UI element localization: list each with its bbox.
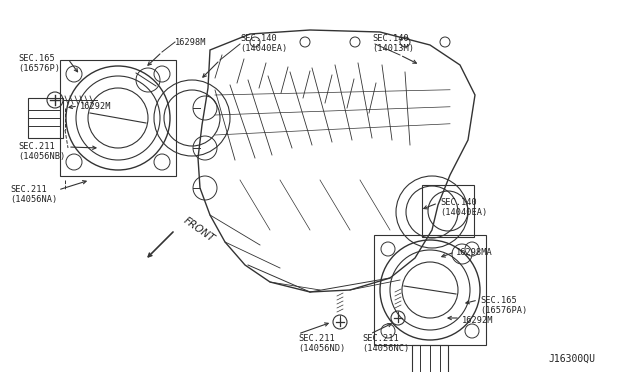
Text: 16292M: 16292M xyxy=(462,316,493,325)
Text: FRONT: FRONT xyxy=(182,216,217,244)
Text: (14056NB): (14056NB) xyxy=(18,152,65,161)
Text: SEC.140: SEC.140 xyxy=(240,34,276,43)
Text: (14040EA): (14040EA) xyxy=(440,208,487,217)
Text: J16300QU: J16300QU xyxy=(548,354,595,364)
Text: 16298M: 16298M xyxy=(175,38,207,47)
Text: 16292M: 16292M xyxy=(80,102,111,111)
Text: 16298MA: 16298MA xyxy=(456,248,493,257)
Bar xyxy=(374,235,486,345)
Bar xyxy=(28,98,63,138)
Text: (14056ND): (14056ND) xyxy=(298,344,345,353)
Text: SEC.211: SEC.211 xyxy=(298,334,335,343)
Text: SEC.211: SEC.211 xyxy=(362,334,399,343)
Text: (14056NA): (14056NA) xyxy=(10,195,57,204)
Text: (14013M): (14013M) xyxy=(372,44,414,53)
Bar xyxy=(422,185,474,237)
Text: SEC.165: SEC.165 xyxy=(18,54,55,63)
Bar xyxy=(60,60,176,176)
Text: SEC.211: SEC.211 xyxy=(10,185,47,194)
Text: (16576P): (16576P) xyxy=(18,64,60,73)
Text: SEC.165: SEC.165 xyxy=(480,296,516,305)
Text: SEC.140: SEC.140 xyxy=(372,34,409,43)
Text: SEC.140: SEC.140 xyxy=(440,198,477,207)
Text: SEC.211: SEC.211 xyxy=(18,142,55,151)
Bar xyxy=(412,345,448,372)
Text: (16576PA): (16576PA) xyxy=(480,306,527,315)
Text: (14056NC): (14056NC) xyxy=(362,344,409,353)
Text: (14040EA): (14040EA) xyxy=(240,44,287,53)
